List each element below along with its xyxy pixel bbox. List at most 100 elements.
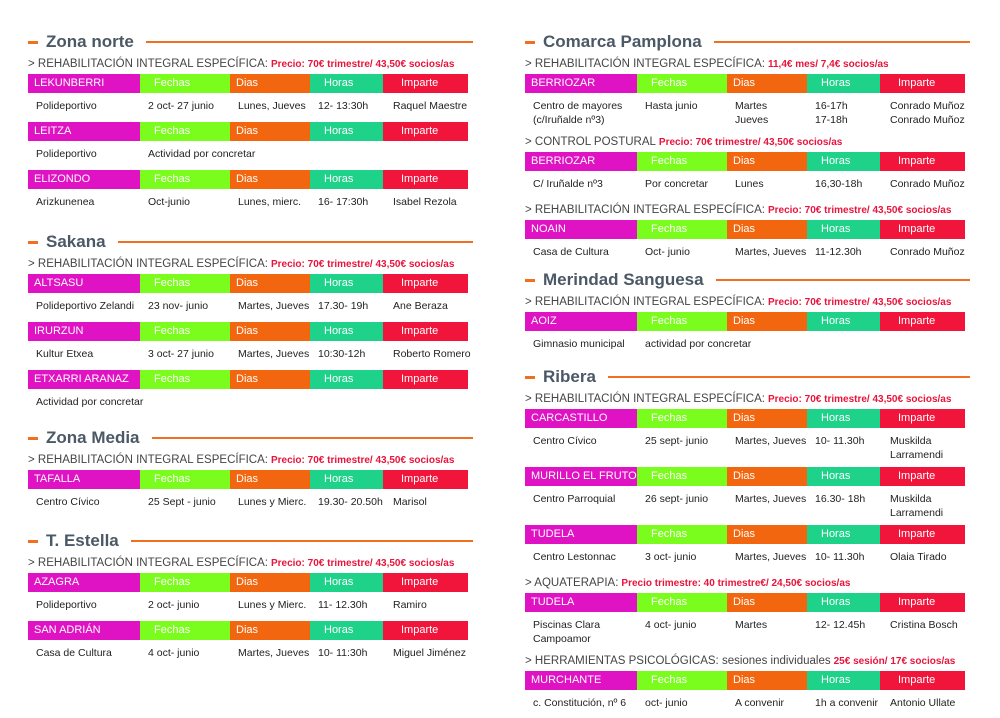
header-dias: Dias [727, 312, 807, 331]
cell-dates: 3 oct- junio [645, 551, 697, 563]
header-imparte: Imparte [880, 220, 965, 239]
cell-venue: Polideportivo Zelandi [36, 300, 135, 312]
title-dash [525, 375, 535, 379]
location-label: BERRIOZAR [525, 152, 637, 171]
activity-price: Precio: 70€ trimestre/ 43,50€ socios/as [767, 297, 952, 308]
schedule-row: Centro Parroquial 26 sept- junio Martes, J… [525, 486, 970, 524]
activity-heading: > CONTROL POSTURAL Precio: 70€ trimestre/… [525, 133, 970, 151]
activity-name: > HERRAMIENTAS PSICOLÓGICAS: [525, 655, 719, 667]
cell-venue: Casa de Cultura [36, 647, 112, 659]
activity-price: Precio: 70€ trimestre/ 43,50€ socios/as [270, 455, 455, 466]
cell-venue: Polideportivo [36, 100, 97, 112]
cell-days: Martes, Jueves [238, 300, 310, 312]
cell-hours: 1h a convenir [815, 697, 879, 709]
cell-dates: 26 sept- junio [645, 493, 709, 505]
activity-name: > REHABILITACIÓN INTEGRAL ESPECÍFICA: [525, 58, 765, 70]
schedule-header-bar: AZAGRA Fechas Dias Horas Imparte [28, 573, 468, 592]
header-imparte: Imparte [383, 370, 468, 389]
title-dash [28, 240, 38, 244]
cell-dates: 4 oct- junio [645, 619, 697, 631]
header-dias: Dias [727, 220, 807, 239]
zone-title: Comarca Pamplona [525, 31, 970, 53]
schedule-row: Centro Cívico 25 sept- junio Martes, Jueve… [525, 428, 970, 466]
header-dias: Dias [230, 621, 310, 640]
header-horas: Horas [310, 621, 383, 640]
location-label: TAFALLA [28, 470, 140, 489]
header-fechas: Fechas [637, 409, 727, 428]
cell-venue: Piscinas Clara Campoamor [533, 619, 601, 645]
cell-days: Martes, Jueves [238, 348, 310, 360]
cell-instructor: Roberto Romero [393, 348, 471, 360]
cell-days: Lunes, Jueves [238, 100, 306, 112]
location-label: MURILLO EL FRUTO [525, 467, 637, 486]
cell-venue: C/ Iruñalde nº3 [533, 178, 603, 190]
activity-price: Precio: 70€ trimestre/ 43,50€ socios/as [270, 558, 455, 569]
header-fechas: Fechas [140, 74, 230, 93]
cell-venue: Centro Lestonnac [533, 551, 616, 563]
schedule-header-bar: LEKUNBERRI Fechas Dias Horas Imparte [28, 74, 468, 93]
header-fechas: Fechas [140, 370, 230, 389]
activity-heading: > REHABILITACIÓN INTEGRAL ESPECÍFICA: Pre… [525, 293, 970, 311]
cell-venue: Centro Parroquial [533, 493, 616, 505]
title-rule [607, 376, 970, 378]
cell-instructor: Miguel Jiménez [393, 647, 466, 659]
zone-section: Zona norte > REHABILITACIÓN INTEGRAL ESPE… [28, 31, 473, 217]
header-fechas: Fechas [140, 170, 230, 189]
cell-instructor: Raquel Maestre [393, 100, 468, 112]
header-fechas: Fechas [637, 152, 727, 171]
schedule-row: Polideportivo 2 oct- 27 junio Lunes, Jueve… [28, 93, 473, 121]
cell-instructor: Antonio Ullate [890, 697, 956, 709]
cell-dates: 25 Sept - junio [148, 496, 216, 508]
zone-title: Zona Media [28, 427, 473, 449]
header-fechas: Fechas [140, 274, 230, 293]
header-horas: Horas [807, 312, 880, 331]
activity-price: Precio: 70€ trimestre/ 43,50€ socios/as [270, 259, 455, 270]
zone-title: Sakana [28, 231, 473, 253]
activity-heading: > REHABILITACIÓN INTEGRAL ESPECÍFICA: Pre… [28, 55, 473, 73]
header-imparte: Imparte [383, 621, 468, 640]
activity-name: > REHABILITACIÓN INTEGRAL ESPECÍFICA: [28, 58, 268, 70]
location-label: MURCHANTE [525, 671, 637, 690]
cell-hours: 12- 12.45h [815, 619, 866, 631]
schedule-header-bar: LEITZA Fechas Dias Horas Imparte [28, 122, 468, 141]
zone-name: Comarca Pamplona [543, 32, 702, 51]
schedule-row: Polideportivo Actividad por concretar [28, 141, 473, 169]
header-horas: Horas [807, 467, 880, 486]
zone-name: Zona norte [46, 32, 134, 51]
header-imparte: Imparte [383, 470, 468, 489]
schedule-header-bar: SAN ADRIÁN Fechas Dias Horas Imparte [28, 621, 468, 640]
header-fechas: Fechas [637, 525, 727, 544]
header-dias: Dias [230, 274, 310, 293]
activity-name: > CONTROL POSTURAL [525, 136, 656, 148]
zone-name: Zona Media [46, 428, 140, 447]
header-fechas: Fechas [140, 122, 230, 141]
cell-days: Martes, Jueves [735, 551, 807, 563]
header-imparte: Imparte [383, 573, 468, 592]
schedule-header-bar: ALTSASU Fechas Dias Horas Imparte [28, 274, 468, 293]
schedule-row: Centro Cívico 25 Sept - junio Lunes y Mier… [28, 489, 473, 517]
cell-hours: 11- 12.30h [318, 599, 368, 611]
schedule-header-bar: AOIZ Fechas Dias Horas Imparte [525, 312, 965, 331]
schedule-row: Casa de Cultura Oct- junio Martes, Jueves 1… [525, 239, 970, 267]
zone-name: Merindad Sanguesa [543, 270, 704, 289]
title-dash [525, 40, 535, 44]
cell-venue: Centro de mayores (c/Iruñalde nº3) [533, 100, 623, 126]
cell-instructor: Ramiro [393, 599, 427, 611]
schedule-row: Polideportivo 2 oct- junio Lunes y Mierc. 1… [28, 592, 473, 620]
zone-title: Zona norte [28, 31, 473, 53]
header-horas: Horas [807, 152, 880, 171]
cell-hours: 12- 13:30h [318, 100, 369, 112]
title-dash [525, 278, 535, 282]
schedule-header-bar: NOAIN Fechas Dias Horas Imparte [525, 220, 965, 239]
activity-note: sesiones individuales [721, 655, 831, 667]
zone-title: Merindad Sanguesa [525, 269, 970, 291]
header-imparte: Imparte [880, 74, 965, 93]
schedule-row: c. Constitución, nº 6 oct- junio A conveni… [525, 690, 970, 718]
schedule-row: Actividad por concretar [28, 389, 473, 417]
header-horas: Horas [310, 573, 383, 592]
cell-hours: 11-12.30h [815, 246, 862, 258]
header-fechas: Fechas [637, 467, 727, 486]
schedule-header-bar: BERRIOZAR Fechas Dias Horas Imparte [525, 74, 965, 93]
cell-hours: 10- 11.30h [815, 551, 865, 563]
cell-dates: 3 oct- 27 junio [148, 348, 214, 360]
